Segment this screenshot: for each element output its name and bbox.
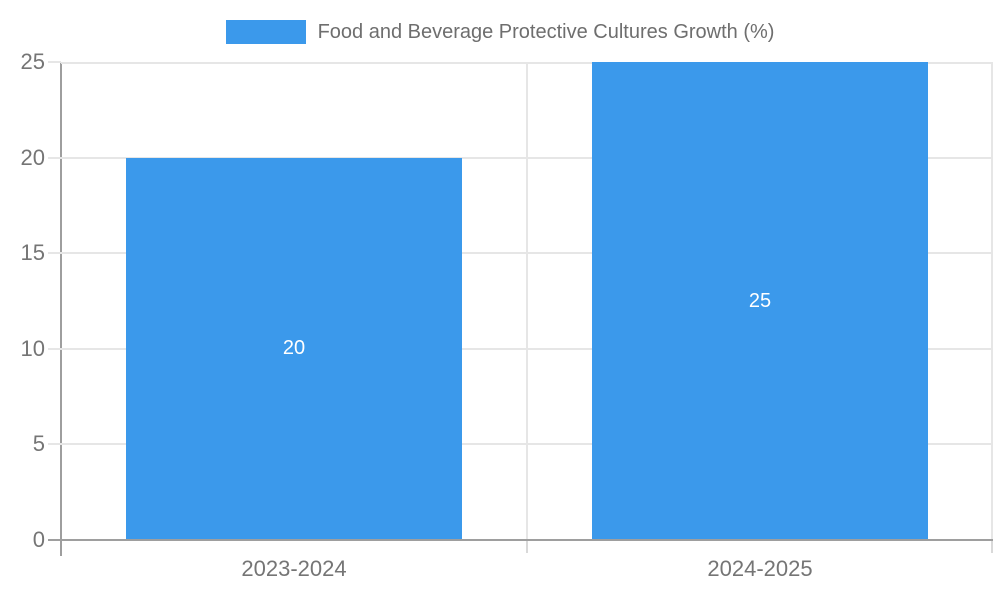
y-tick-label: 15 <box>20 240 45 266</box>
bar: 20 <box>126 157 462 540</box>
gridline-vertical <box>526 62 528 540</box>
y-tick-label: 20 <box>20 144 45 170</box>
gridline-vertical <box>991 62 993 540</box>
y-tick-label: 25 <box>20 49 45 74</box>
x-tick-label: 2023-2024 <box>241 556 347 581</box>
legend: Food and Beverage Protective Cultures Gr… <box>0 20 1000 44</box>
y-tick-label: 5 <box>32 431 45 457</box>
y-axis-line <box>60 62 62 556</box>
y-tick-label: 10 <box>20 335 45 361</box>
bar: 25 <box>592 62 928 540</box>
x-tick-mark <box>526 541 528 553</box>
legend-swatch-icon <box>225 20 306 44</box>
x-tick-label: 2024-2025 <box>707 556 813 581</box>
bar-value-label: 25 <box>748 289 772 312</box>
plot-area: 20 25 <box>61 62 993 540</box>
bar-value-label: 20 <box>282 337 306 360</box>
chart-title: Food and Beverage Protective Cultures Gr… <box>317 20 775 43</box>
x-axis-line <box>48 539 993 541</box>
y-tick-label: 0 <box>32 527 45 552</box>
x-tick-mark <box>991 541 993 553</box>
